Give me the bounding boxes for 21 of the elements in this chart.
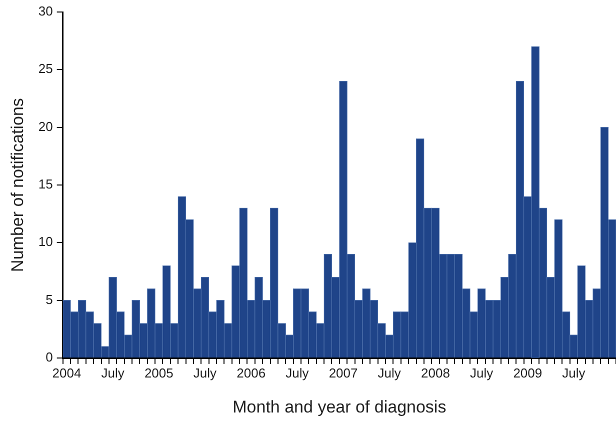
y-tick-label: 0: [46, 350, 53, 365]
x-tick-label: July: [378, 365, 402, 380]
y-tick-label: 5: [46, 292, 53, 307]
y-tick-label: 10: [38, 234, 53, 250]
y-tick-label: 25: [38, 61, 53, 76]
y-tick-label: 30: [38, 4, 53, 19]
y-tick-label: 15: [38, 176, 53, 192]
x-tick-label: 2009: [513, 365, 542, 380]
x-tick-label: July: [101, 365, 125, 380]
x-tick-label: July: [193, 365, 218, 380]
x-tick-label: July: [470, 365, 494, 380]
x-tick-label: 2007: [328, 365, 358, 380]
y-tick-label: 20: [38, 118, 53, 134]
y-axis-title: Number of notifications: [8, 98, 27, 272]
x-tick-label: 2008: [421, 365, 450, 380]
x-tick-label: 2005: [144, 365, 174, 380]
x-tick-label: July: [286, 365, 310, 380]
x-tick-label: July: [562, 365, 586, 380]
x-axis-title: Month and year of diagnosis: [232, 397, 446, 416]
x-tick-label: 2004: [52, 365, 82, 380]
x-tick-label: 2006: [236, 365, 266, 380]
